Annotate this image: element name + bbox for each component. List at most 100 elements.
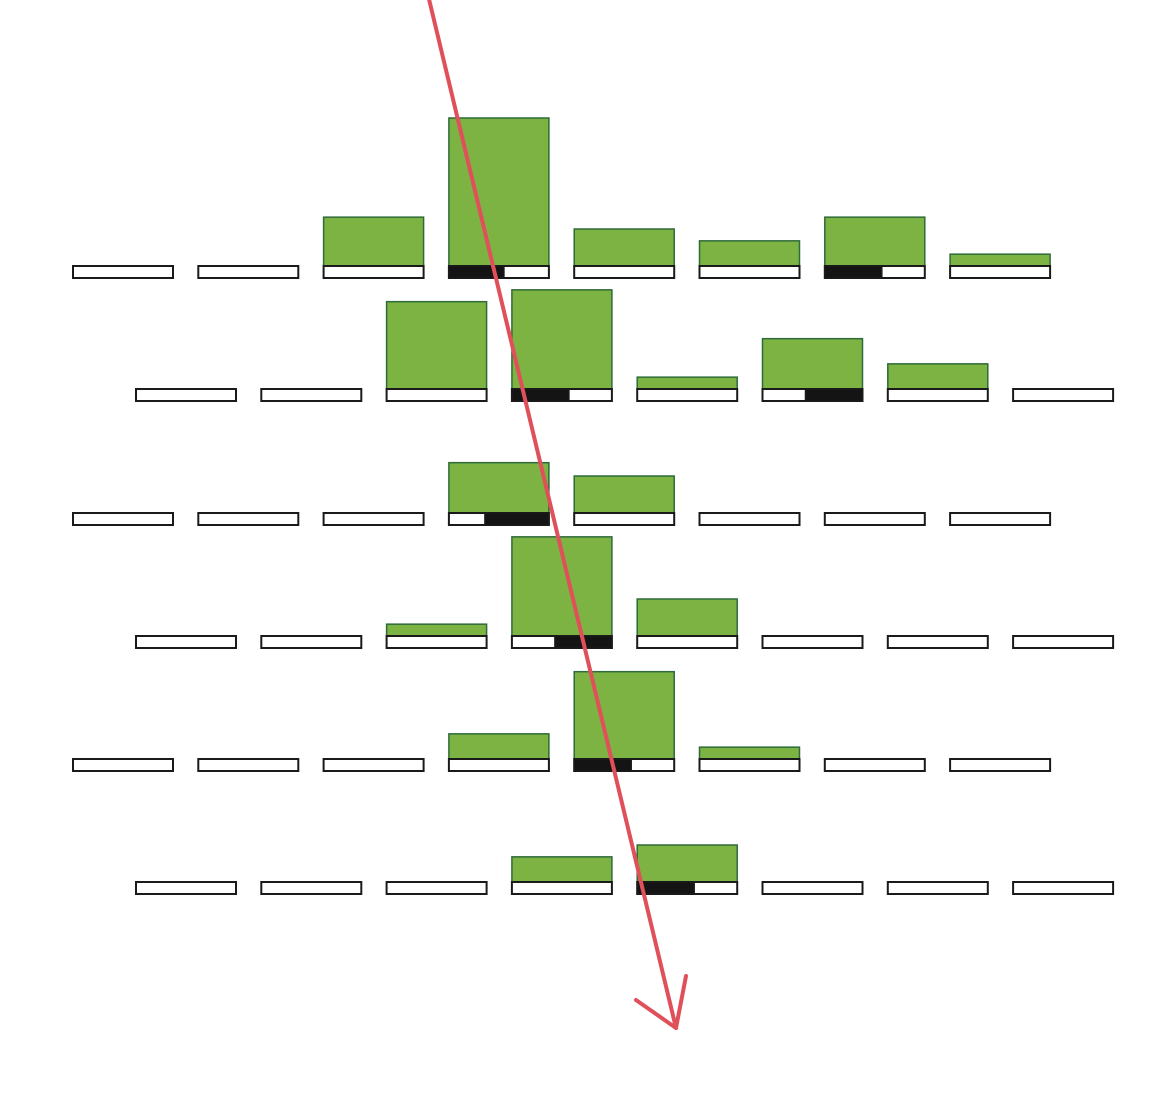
cell-base bbox=[447, 758, 550, 772]
dark-segment bbox=[511, 388, 570, 402]
dark-segment bbox=[824, 265, 883, 279]
dark-segment bbox=[804, 388, 864, 402]
cell-base bbox=[385, 635, 488, 649]
cell-base bbox=[135, 635, 237, 649]
cell bbox=[823, 216, 926, 279]
cell-base bbox=[135, 881, 237, 895]
dark-segment bbox=[448, 265, 505, 279]
cell-base bbox=[761, 635, 864, 649]
cell bbox=[197, 265, 300, 279]
cell bbox=[447, 461, 550, 526]
dark-segment bbox=[484, 512, 550, 526]
cell bbox=[385, 623, 488, 649]
bar bbox=[448, 461, 550, 514]
cell bbox=[761, 337, 864, 402]
cell bbox=[886, 363, 989, 402]
cell-base bbox=[260, 881, 363, 895]
row-2 bbox=[135, 289, 1115, 402]
cell bbox=[636, 598, 739, 649]
cell bbox=[573, 475, 676, 526]
cell-base bbox=[949, 758, 1052, 772]
dark-segment bbox=[573, 758, 632, 772]
cell-base bbox=[886, 635, 989, 649]
cell bbox=[197, 512, 300, 526]
cell bbox=[636, 376, 739, 402]
cell-base bbox=[823, 512, 926, 526]
bar bbox=[448, 733, 550, 760]
cell bbox=[385, 881, 488, 895]
cell bbox=[385, 300, 488, 402]
row-6 bbox=[135, 844, 1115, 895]
cell bbox=[72, 265, 174, 279]
cell bbox=[322, 216, 425, 279]
cell bbox=[72, 512, 174, 526]
bar bbox=[698, 746, 801, 760]
bar bbox=[824, 216, 926, 267]
cell-base bbox=[698, 512, 801, 526]
bar bbox=[636, 598, 738, 637]
cell-base bbox=[573, 265, 676, 279]
cell bbox=[698, 240, 801, 279]
cell-base bbox=[197, 265, 300, 279]
cell-base bbox=[636, 388, 739, 402]
cell-base bbox=[385, 388, 488, 402]
cell-base bbox=[260, 635, 363, 649]
cell bbox=[823, 758, 926, 772]
cell-base bbox=[573, 512, 676, 526]
bar bbox=[887, 363, 989, 390]
cell bbox=[135, 881, 237, 895]
row-1 bbox=[72, 117, 1052, 279]
bar bbox=[511, 289, 613, 390]
cell-base bbox=[72, 512, 174, 526]
cell-base bbox=[886, 881, 989, 895]
bar bbox=[573, 670, 675, 760]
cell bbox=[322, 758, 425, 772]
cell-base bbox=[949, 512, 1052, 526]
cell-base bbox=[260, 388, 363, 402]
cell bbox=[197, 758, 300, 772]
cell-base bbox=[72, 265, 174, 279]
bar bbox=[448, 117, 550, 267]
bar bbox=[698, 240, 801, 267]
bar bbox=[385, 623, 488, 637]
bar bbox=[761, 337, 864, 390]
cell bbox=[573, 228, 676, 279]
cell-base bbox=[636, 635, 739, 649]
cell bbox=[322, 512, 425, 526]
cell bbox=[1012, 635, 1115, 649]
cell bbox=[260, 635, 363, 649]
cell-base bbox=[698, 758, 801, 772]
cell bbox=[761, 881, 864, 895]
cell bbox=[447, 733, 550, 772]
rows-layer bbox=[72, 117, 1115, 895]
cell bbox=[636, 844, 739, 895]
bar bbox=[573, 228, 675, 267]
cell bbox=[761, 635, 864, 649]
bar bbox=[322, 216, 425, 267]
row-4 bbox=[135, 536, 1115, 649]
cell bbox=[1012, 388, 1115, 402]
cell bbox=[260, 881, 363, 895]
cell-base bbox=[886, 388, 989, 402]
arrow-shaft bbox=[427, 0, 678, 1030]
bar bbox=[573, 475, 675, 514]
cell bbox=[1012, 881, 1115, 895]
trajectory-arrow bbox=[427, 0, 688, 1030]
cell-base bbox=[322, 265, 425, 279]
cell-base bbox=[322, 512, 425, 526]
cell bbox=[72, 758, 174, 772]
cell-base bbox=[510, 881, 613, 895]
cell bbox=[260, 388, 363, 402]
cell-base bbox=[135, 388, 237, 402]
bar bbox=[636, 844, 738, 883]
cell-base bbox=[698, 265, 801, 279]
cell bbox=[949, 758, 1052, 772]
cell-base bbox=[197, 758, 300, 772]
cell bbox=[949, 253, 1052, 279]
cell bbox=[135, 635, 237, 649]
cell bbox=[823, 512, 926, 526]
cell bbox=[949, 512, 1052, 526]
cell bbox=[510, 856, 613, 895]
cell-base bbox=[761, 881, 864, 895]
